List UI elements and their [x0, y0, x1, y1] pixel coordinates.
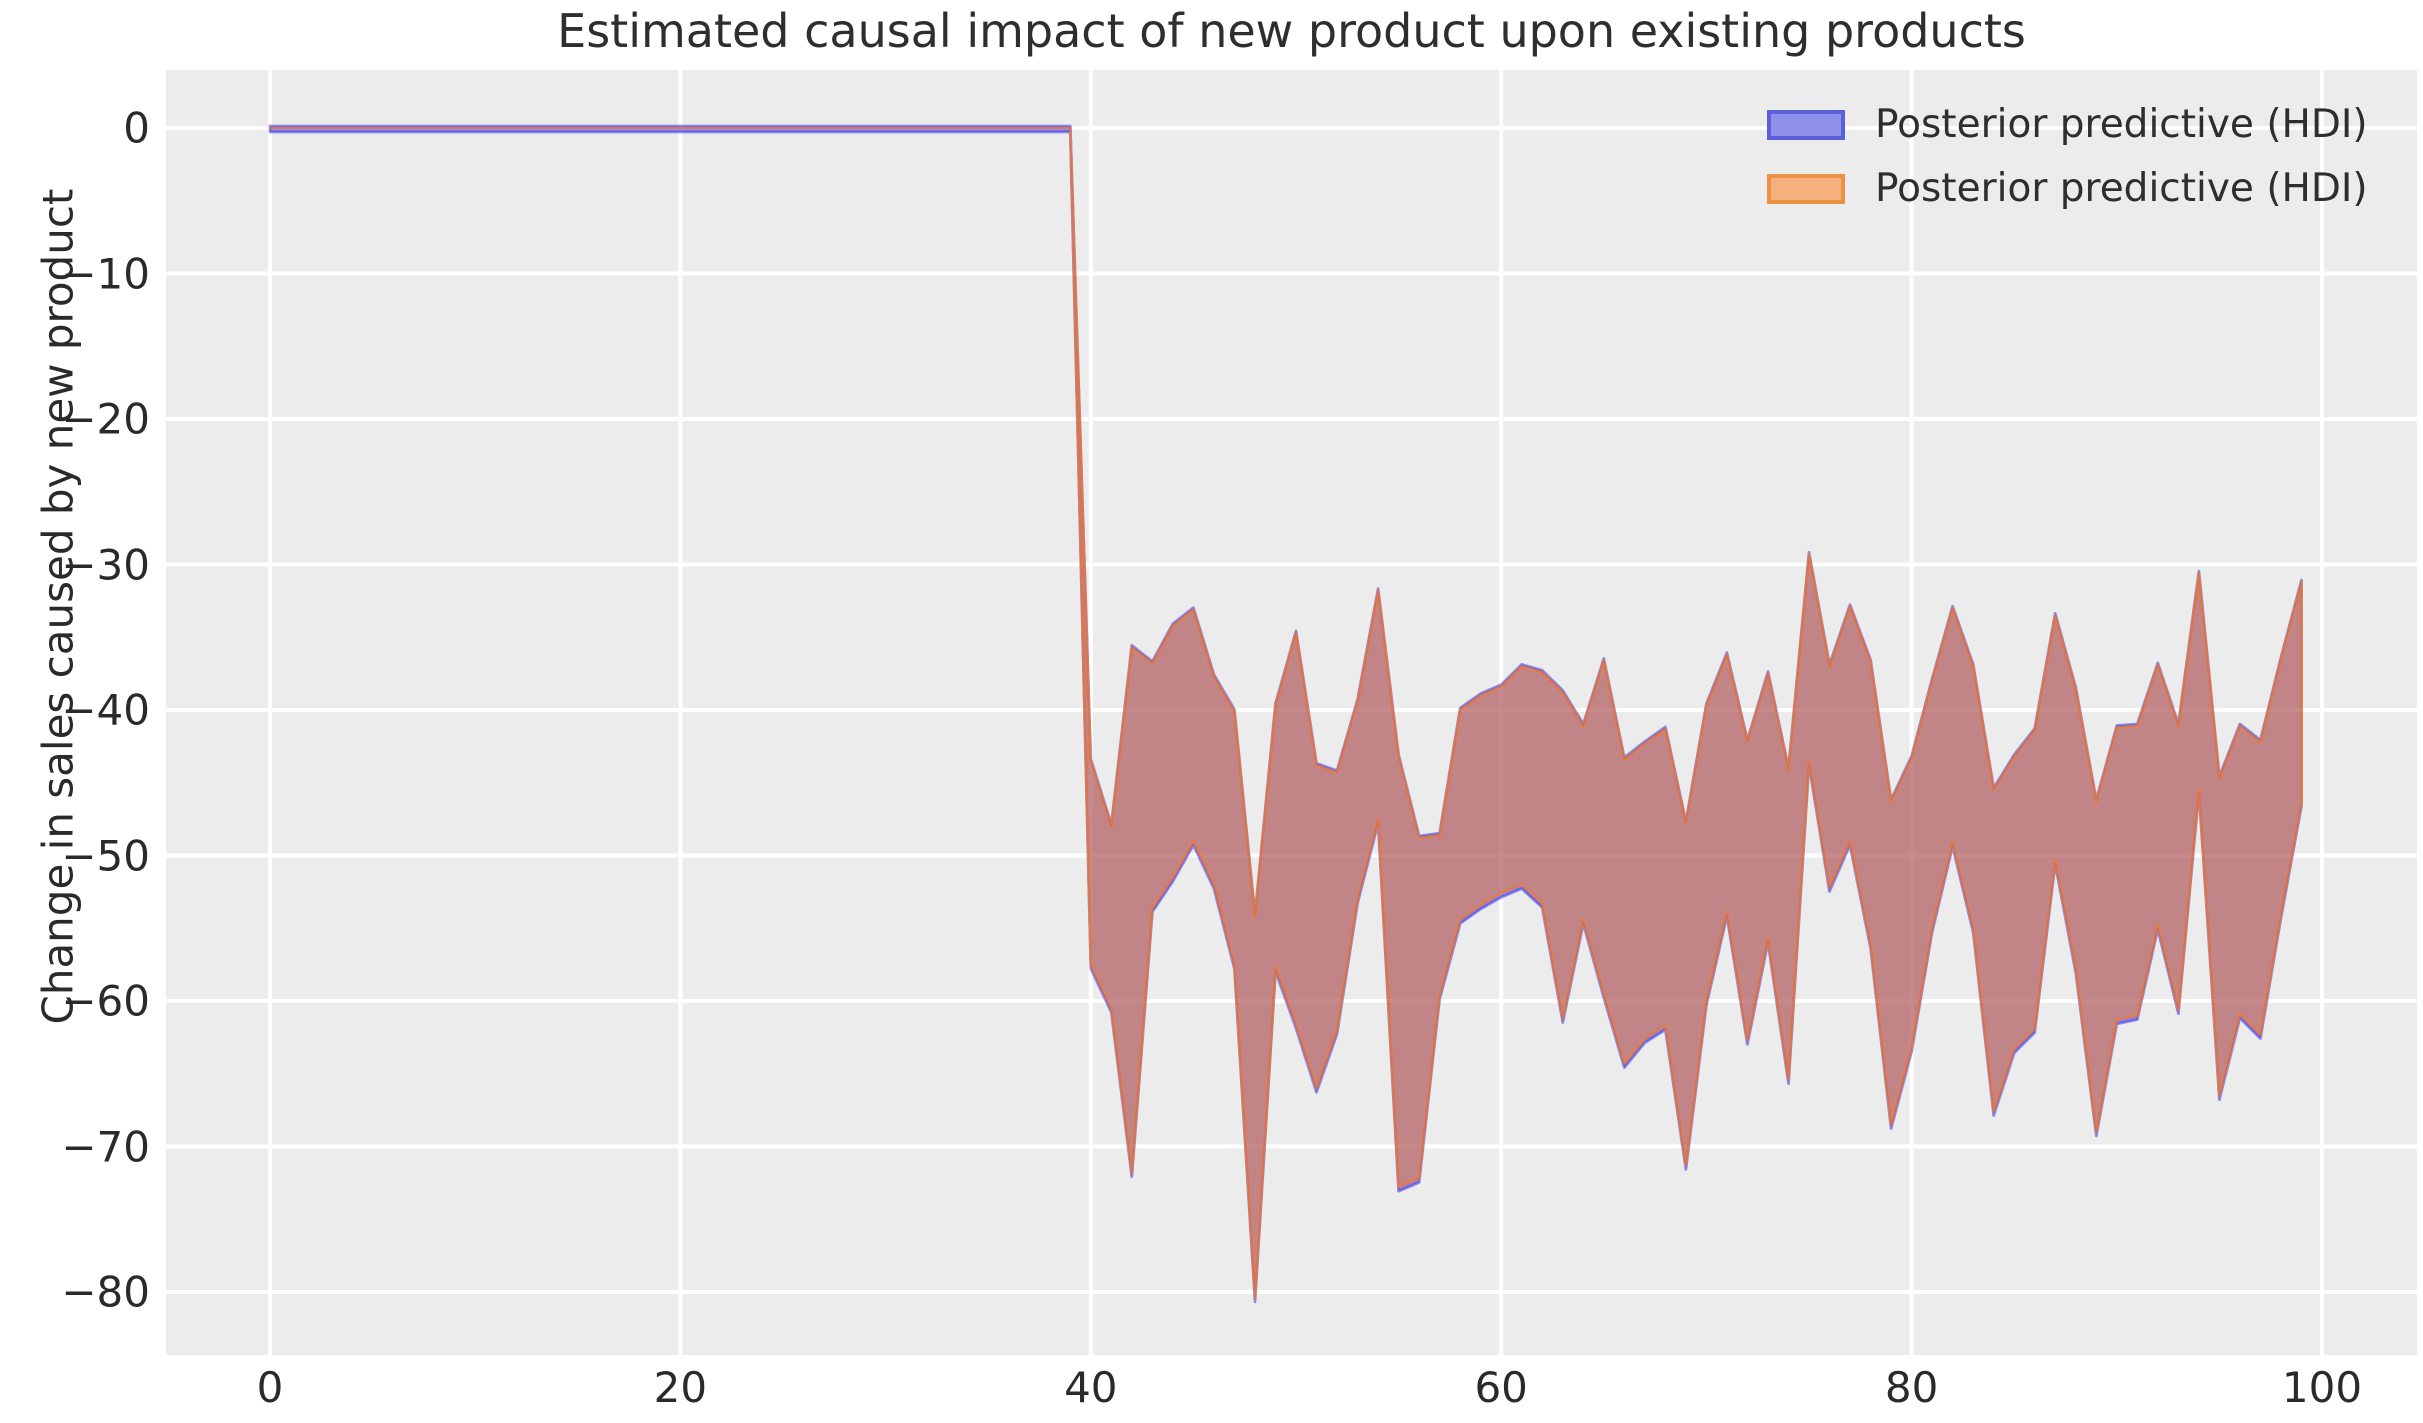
y-tick-label: −70	[61, 1122, 150, 1171]
legend: Posterior predictive (HDI) Posterior pre…	[1767, 102, 2368, 211]
legend-item-posterior-predictive-2: Posterior predictive (HDI)	[1767, 166, 2368, 211]
y-tick-label: −40	[61, 685, 150, 735]
x-tick-label: 80	[1884, 1363, 1939, 1412]
legend-label: Posterior predictive (HDI)	[1875, 166, 2368, 211]
x-tick-label: 40	[1064, 1363, 1118, 1412]
y-tick-label: −10	[61, 249, 150, 298]
chart-title: Estimated causal impact of new product u…	[557, 4, 2026, 58]
y-tick-label: −80	[61, 1267, 150, 1317]
y-tick-label: 0	[123, 103, 150, 153]
posterior-hdi-band-orange	[268, 126, 2303, 1300]
y-tick-label: −20	[61, 394, 150, 444]
y-tick-label: −50	[61, 831, 150, 880]
legend-item-posterior-predictive-1: Posterior predictive (HDI)	[1767, 102, 2368, 147]
legend-swatch-orange-icon	[1767, 173, 1845, 204]
y-tick-label: −60	[61, 976, 150, 1026]
legend-label: Posterior predictive (HDI)	[1875, 102, 2368, 147]
x-tick-label: 0	[256, 1363, 284, 1412]
legend-swatch-blue-icon	[1767, 109, 1845, 140]
x-tick-label: 20	[653, 1363, 708, 1412]
x-tick-label: 100	[2281, 1363, 2363, 1412]
x-tick-label: 60	[1474, 1363, 1528, 1412]
y-tick-label: −30	[61, 540, 150, 589]
